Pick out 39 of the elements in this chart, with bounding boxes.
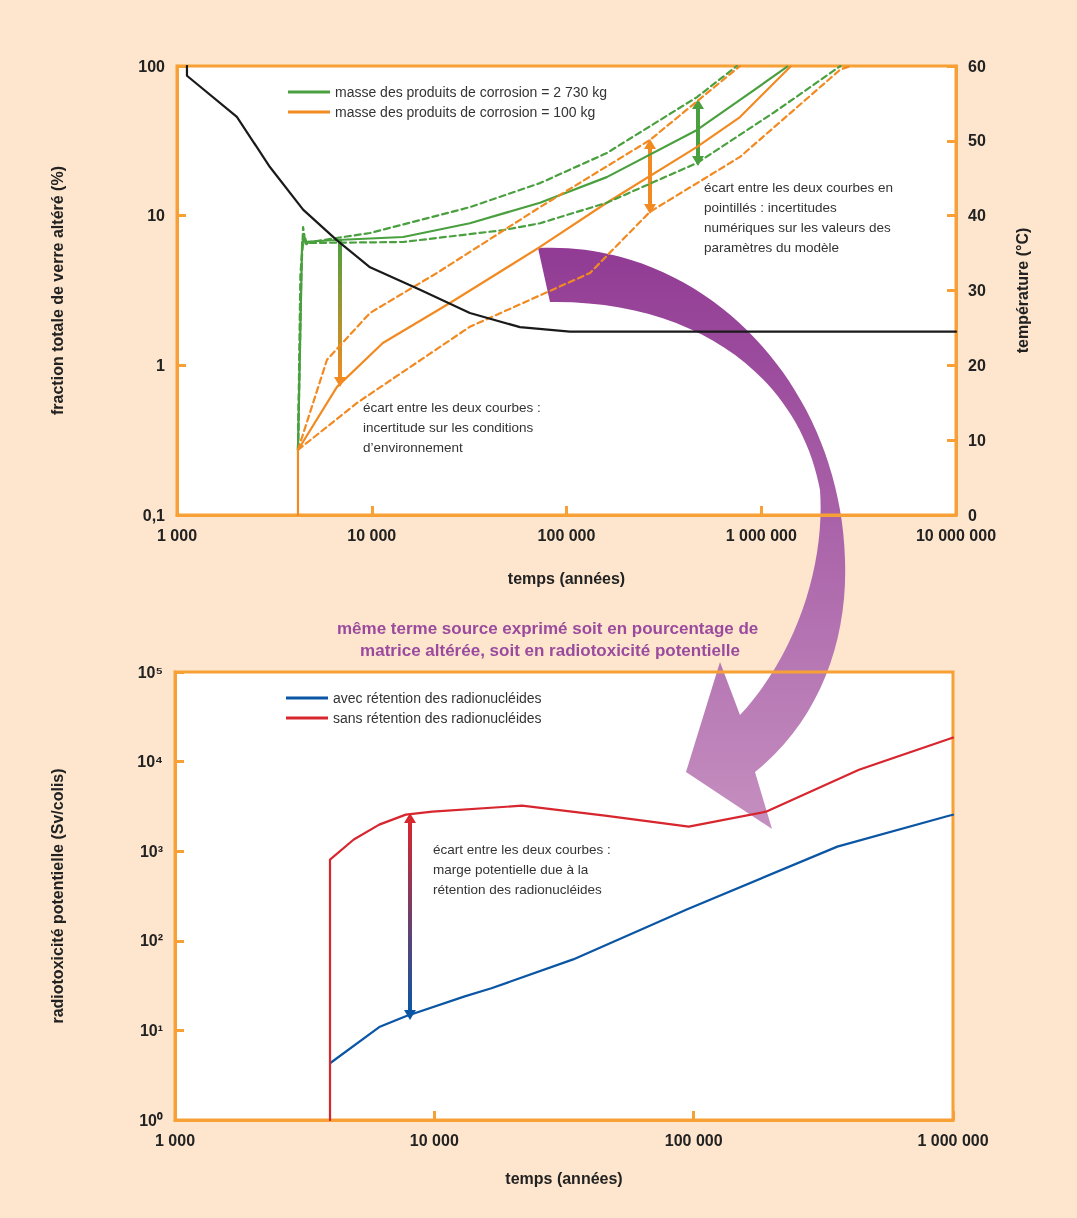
x-tick-label: 10 000 000 <box>915 526 997 544</box>
y-tick-label: 100 <box>138 57 166 75</box>
chart-title: même terme source exprimé soit en pourcentage de matrice altérée, soit en radiotoxicité potentielle <box>336 618 764 660</box>
y-tick-label: 10⁴ <box>137 753 164 771</box>
y2-tick-label: 10 <box>968 431 986 449</box>
y2-tick-label: 0 <box>968 506 977 524</box>
legend-label: masse des produits de corrosion = 2 730 kg <box>335 84 607 100</box>
y-tick-label: 1 <box>156 356 166 374</box>
y2-tick-label: 30 <box>968 282 986 299</box>
legend-label: masse des produits de corrosion = 100 kg <box>335 104 596 120</box>
y-tick-label: 10⁵ <box>137 663 163 681</box>
x-tick-label: 1 000 000 <box>917 1131 989 1149</box>
y-tick-label: 10³ <box>139 842 163 860</box>
y2-tick-label: 50 <box>968 132 986 150</box>
x-axis-title: temps (années) <box>505 1169 623 1187</box>
y-tick-label: 10⁰ <box>139 1111 163 1129</box>
x-tick-label: 1 000 <box>154 1131 196 1149</box>
y-tick-label: 10 <box>147 207 166 225</box>
legend-label: avec rétention des radionucléides <box>333 690 542 706</box>
x-tick-label: 1 000 <box>156 526 198 544</box>
y-tick-label: 10² <box>139 932 163 950</box>
y-axis-title: radiotoxicité potentielle (Sv/colis) <box>48 768 66 1024</box>
x-tick-label: 10 000 <box>347 526 397 544</box>
y-axis-title: fraction totale de verre altéré (%) <box>48 166 66 415</box>
x-tick-label: 10 000 <box>409 1131 459 1149</box>
y-tick-label: 10¹ <box>139 1021 163 1039</box>
x-tick-label: 1 000 000 <box>725 526 797 544</box>
y2-tick-label: 20 <box>968 356 986 374</box>
x-tick-label: 100 000 <box>537 526 596 544</box>
annotation: écart entre les deux courbes : marge potentielle due à la rétention des radionucléides <box>433 841 612 899</box>
annotation: écart entre les deux courbes : incertitude sur les conditions d’environnement <box>363 399 542 457</box>
x-axis-title: temps (années) <box>507 569 626 587</box>
y2-tick-label: 40 <box>968 207 986 225</box>
y2-axis-title: température (°C) <box>1013 227 1031 354</box>
y-tick-label: 0,1 <box>142 506 166 524</box>
x-tick-label: 100 000 <box>664 1131 723 1149</box>
y2-tick-label: 60 <box>968 57 986 75</box>
legend-label: sans rétention des radionucléides <box>333 710 542 726</box>
annotation: écart entre les deux courbes en pointillés : incertitudes numériques sur les valeurs des paramètres du modèle <box>704 179 895 257</box>
